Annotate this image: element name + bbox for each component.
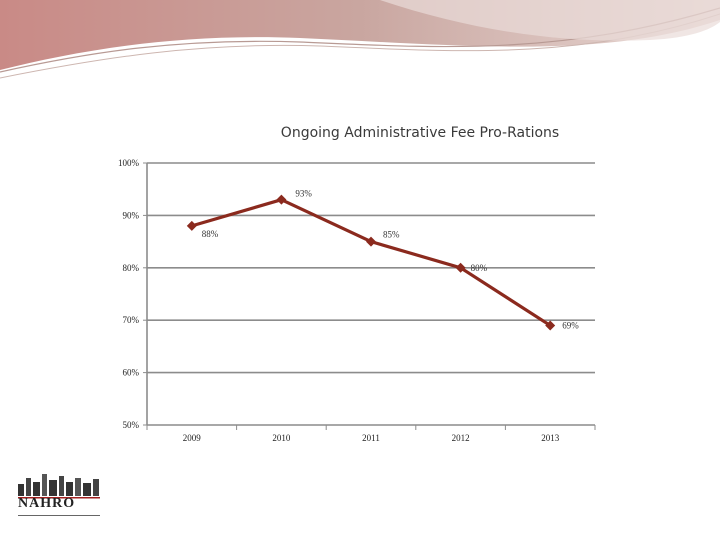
nahro-logo-text: NAHRO [18,496,76,511]
y-tick-label: 70% [123,315,140,325]
data-point-marker [545,320,556,331]
data-label: 80% [471,263,488,273]
chart-title: Ongoing Administrative Fee Pro-Rations [280,125,560,141]
data-point-marker [276,194,287,205]
series-line [191,198,552,327]
y-tick-label: 90% [123,210,140,220]
data-point-marker [455,262,466,273]
y-tick-label: 60% [123,368,140,378]
data-label: 69% [562,320,579,330]
series-group: 88% 93% 85% 80% 69% [186,189,579,331]
y-tick-label: 50% [123,420,140,430]
x-axis-ticks: 2009 2010 2011 2012 2013 [183,433,560,443]
x-tick-label: 2011 [362,433,380,443]
x-tick-label: 2010 [272,433,291,443]
y-tick-label: 80% [123,263,140,273]
x-tick-label: 2013 [541,433,560,443]
data-label: 88% [202,229,219,239]
x-tick-label: 2009 [183,433,202,443]
y-axis-ticks: 100% 90% 80% 70% 60% 50% [118,158,140,430]
data-point-marker [186,220,197,231]
chart-grid [143,162,596,430]
nahro-logo [18,474,100,516]
data-label: 85% [383,230,400,240]
x-tick-label: 2012 [452,433,470,443]
data-point-marker [366,236,376,247]
data-label: 93% [295,189,312,199]
header-swoosh-decoration [0,0,720,79]
y-tick-label: 100% [118,158,140,168]
